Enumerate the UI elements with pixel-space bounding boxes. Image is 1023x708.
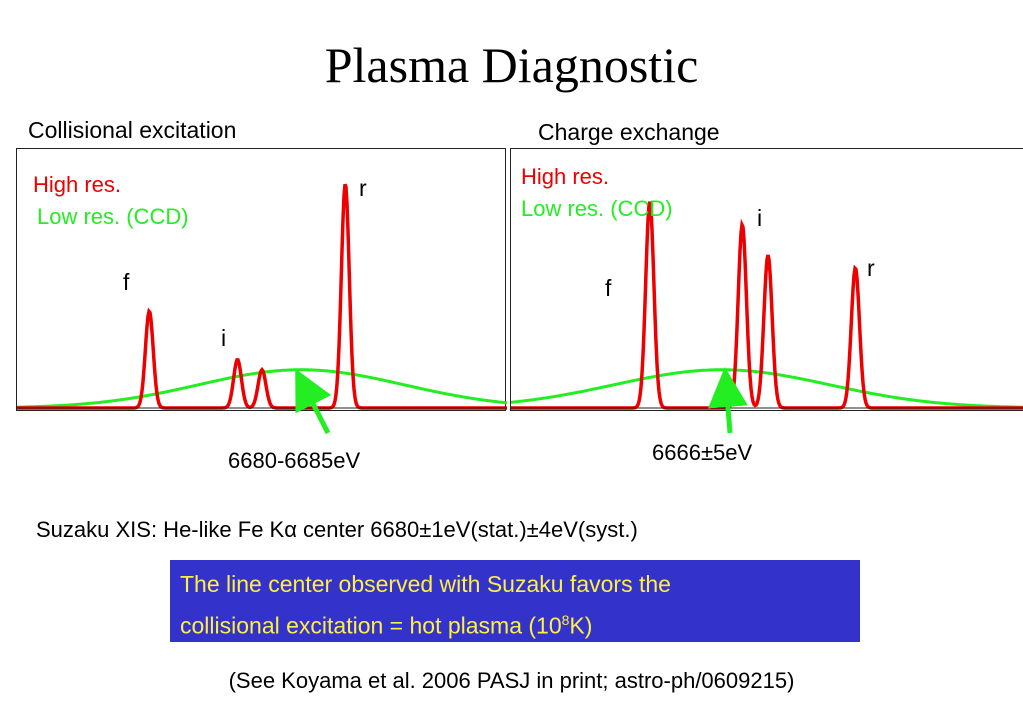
chart-charge-exchange: High res. Low res. (CCD) f i r (510, 148, 1023, 411)
chart-title-collisional: Collisional excitation (28, 117, 237, 143)
arrow-collisional-center (295, 368, 332, 435)
conclusion-exponent: 8 (561, 612, 570, 628)
legend-low-res: Low res. (CCD) (37, 204, 189, 229)
line-label-i: i (757, 205, 763, 231)
annotation-collisional-energy: 6680-6685eV (228, 448, 361, 473)
series-low-res-line (511, 368, 1023, 409)
conclusion-line-2: collisional excitation = hot plasma (108… (180, 602, 850, 644)
arrow-charge-exchange-center (708, 367, 748, 434)
line-label-i: i (221, 325, 227, 351)
line-label-f: f (123, 269, 130, 295)
suzaku-measurement-note: Suzaku XIS: He-like Fe Kα center 6680±1e… (36, 517, 638, 542)
reference-citation: (See Koyama et al. 2006 PASJ in print; a… (228, 668, 795, 693)
legend-low-res: Low res. (CCD) (521, 196, 673, 221)
line-label-f: f (605, 275, 612, 301)
conclusion-line-2-text: collisional excitation = hot plasma (10 (180, 612, 562, 639)
legend-high-res: High res. (33, 172, 122, 197)
line-label-r: r (867, 255, 875, 281)
chart-title-charge-exchange: Charge exchange (538, 119, 720, 145)
legend-high-res: High res. (521, 164, 610, 189)
chart-svg-collisional (17, 183, 507, 410)
chart-collisional-excitation: High res. Low res. (CCD) f i r (16, 148, 507, 411)
conclusion-box: The line center observed with Suzaku fav… (170, 560, 860, 642)
conclusion-line-1: The line center observed with Suzaku fav… (180, 571, 671, 597)
line-label-r: r (359, 175, 367, 201)
conclusion-line-2-suffix: K) (569, 612, 593, 639)
page-title: Plasma Diagnostic (324, 37, 699, 93)
annotation-charge-exchange-energy: 6666±5eV (652, 440, 753, 465)
chart-svg-charge-exchange (511, 201, 1023, 410)
